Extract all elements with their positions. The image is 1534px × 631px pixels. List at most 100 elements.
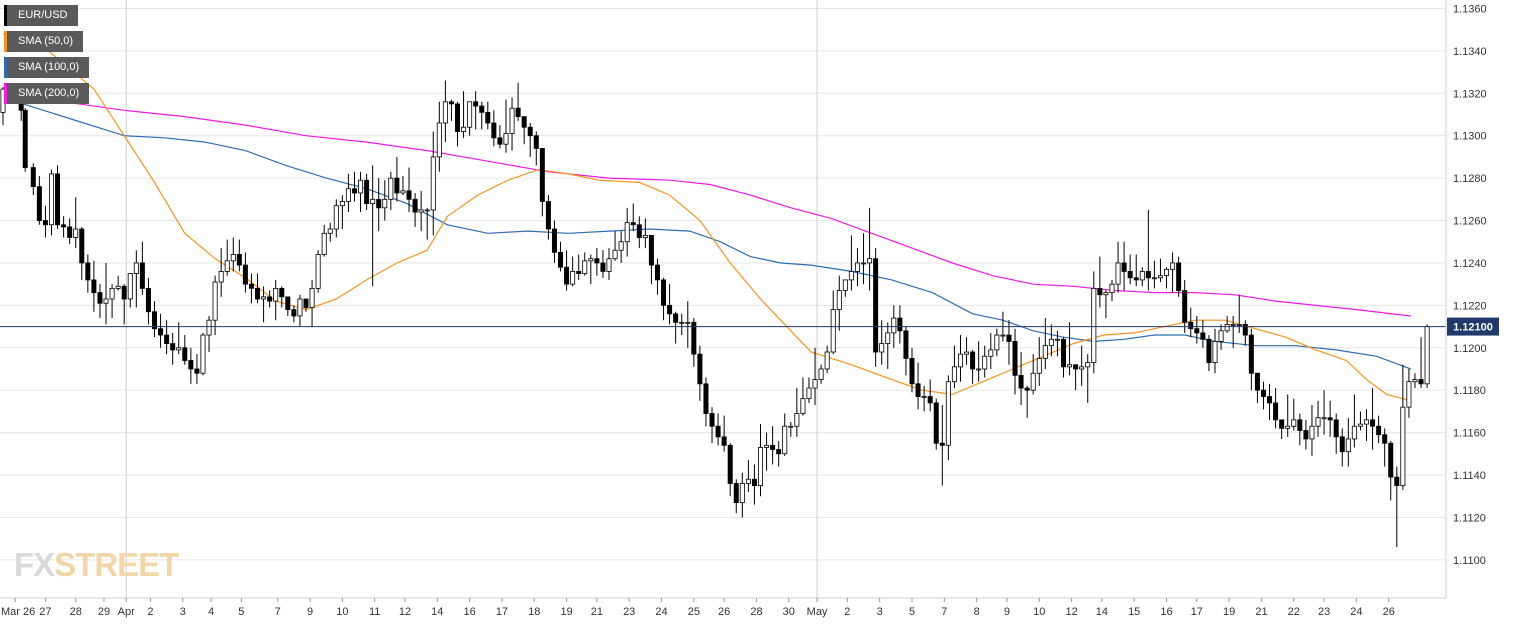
candle-up [345,188,351,202]
candle-up [1103,292,1109,296]
candle-down [521,116,527,128]
candle-up [430,156,436,211]
candle-down [770,444,776,450]
candle-up [879,343,885,353]
candle-down [697,353,703,385]
candle-down [1260,389,1266,397]
candle-down [97,292,103,304]
candle-up [945,381,951,446]
x-tick-label: 30 [783,606,795,618]
y-tick-label: 1.1120 [1453,512,1486,524]
candle-up [606,258,612,272]
candle-up [315,254,321,289]
legend-symbol[interactable]: EUR/USD [4,5,78,26]
legend-sma100[interactable]: SMA (100,0) [4,57,90,78]
candle-down [594,258,600,264]
candle-down [1388,442,1394,478]
candle-down [242,264,248,285]
candle-down [194,368,200,374]
candle-down [648,234,654,266]
candle-down [267,296,273,302]
candle-down [473,101,479,107]
candle-up [176,347,182,351]
candle-up [1085,362,1091,368]
candle-up [861,262,867,265]
candle-down [727,444,733,484]
candle-down [539,148,545,202]
candle-up [1115,262,1121,285]
candle-up [624,222,630,243]
candle-up [836,290,842,311]
candle-up [1412,379,1418,383]
candle-up [321,232,327,255]
x-tick-label: Mar 26 [1,606,35,618]
candle-up [1054,338,1060,341]
candle-up [1400,406,1406,487]
x-tick-label: 4 [208,606,214,618]
legend-sma50[interactable]: SMA (50,0) [4,31,84,52]
candle-up [739,483,745,503]
legend-sma200[interactable]: SMA (200,0) [4,83,90,104]
candle-down [121,285,127,300]
candle-down [158,328,164,336]
x-axis: Mar 26 27 28 29 Apr 2 3 4 5 7 9 10 11 12 14 16 17 18 19 21 2… [1,598,1395,618]
x-tick-label: 10 [1033,606,1045,618]
candle-up [1285,425,1291,429]
candle-up [1139,271,1145,281]
candle-up [1000,334,1006,337]
candle-down [236,254,242,266]
candle-down [248,283,254,289]
candle-down [515,107,521,118]
candle-up [1170,262,1176,270]
candle-down [897,317,903,332]
x-tick-label: 3 [180,606,186,618]
candle-down [903,330,909,359]
y-tick-label: 1.1240 [1453,258,1487,270]
x-tick-label: May [807,606,828,618]
candle-up [824,351,830,370]
candle-down [545,201,551,230]
sma50-line [2,33,1412,402]
candle-down [1267,396,1273,404]
candle-up [685,321,691,324]
candle-down [933,402,939,444]
candle-up [1357,423,1363,427]
candle-up [1212,341,1218,364]
candle-up [200,334,206,374]
candle-down [630,222,636,226]
legend: EUR/USD SMA (50,0) SMA (100,0) SMA (200,… [4,5,90,109]
candle-down [1333,419,1339,438]
candle-up [1406,381,1412,408]
x-tick-label: 5 [238,606,244,618]
candle-down [1394,476,1400,487]
candle-down [255,287,261,300]
candle-up [800,398,806,414]
candle-up [133,262,139,274]
candle-down [1133,277,1139,281]
y-tick-label: 1.1300 [1453,131,1487,143]
candle-down [497,137,503,145]
candle-up [503,133,509,145]
x-tick-label: 17 [1191,606,1203,618]
candle-up [103,298,109,304]
candle-up [327,228,333,234]
candle-up [370,198,376,204]
candle-up [1236,324,1242,326]
candle-down [1176,262,1182,291]
x-tick-label: 23 [1318,606,1330,618]
candle-down [1182,290,1188,323]
candle-down [667,304,673,315]
x-tick-label: 26 [1383,606,1395,618]
candle-down [715,425,721,438]
candle-down [1194,328,1200,334]
x-tick-label: 12 [399,606,411,618]
candle-up [1309,425,1315,440]
candle-up [994,334,1000,351]
candle-up [309,287,315,308]
candle-up [891,317,897,334]
x-tick-label: 21 [591,606,603,618]
candle-up [400,190,406,194]
x-tick-label: 2 [147,606,153,618]
candle-down [1127,271,1133,279]
candle-up [48,173,54,226]
